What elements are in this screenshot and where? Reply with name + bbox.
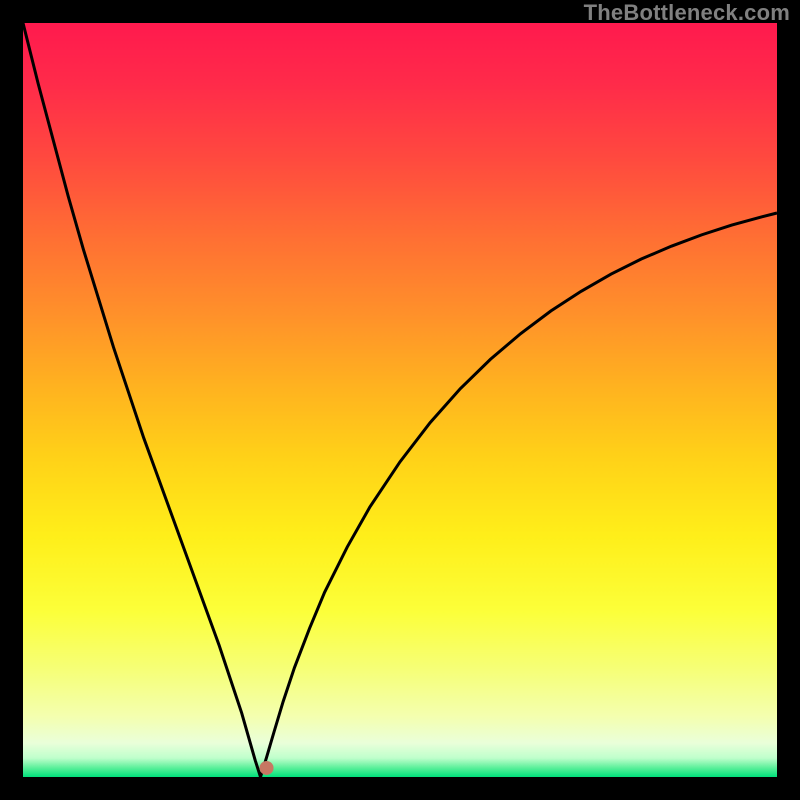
bottleneck-curve-path: [23, 23, 777, 777]
plot-area: [23, 23, 777, 777]
bottleneck-curve-svg: [23, 23, 777, 777]
chart-frame: TheBottleneck.com: [0, 0, 800, 800]
watermark-text: TheBottleneck.com: [584, 0, 790, 26]
min-point-marker: [260, 761, 274, 775]
